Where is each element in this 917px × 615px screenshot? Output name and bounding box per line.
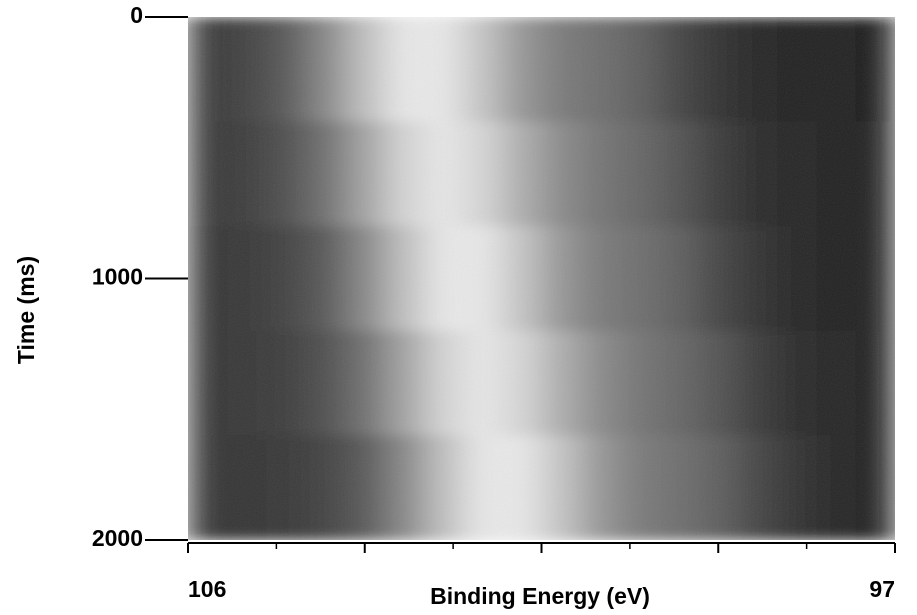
plot-area xyxy=(188,17,895,540)
x-tick-label: 106 xyxy=(188,576,226,602)
y-tick-label: 2000 xyxy=(92,525,143,551)
x-tick-label: 97 xyxy=(869,576,895,602)
y-tick-label: 0 xyxy=(130,2,143,28)
y-tick-label: 1000 xyxy=(92,264,143,290)
texture xyxy=(188,17,895,540)
y-axis-title: Time (ms) xyxy=(13,256,39,364)
x-axis-title: Binding Energy (eV) xyxy=(430,583,650,609)
